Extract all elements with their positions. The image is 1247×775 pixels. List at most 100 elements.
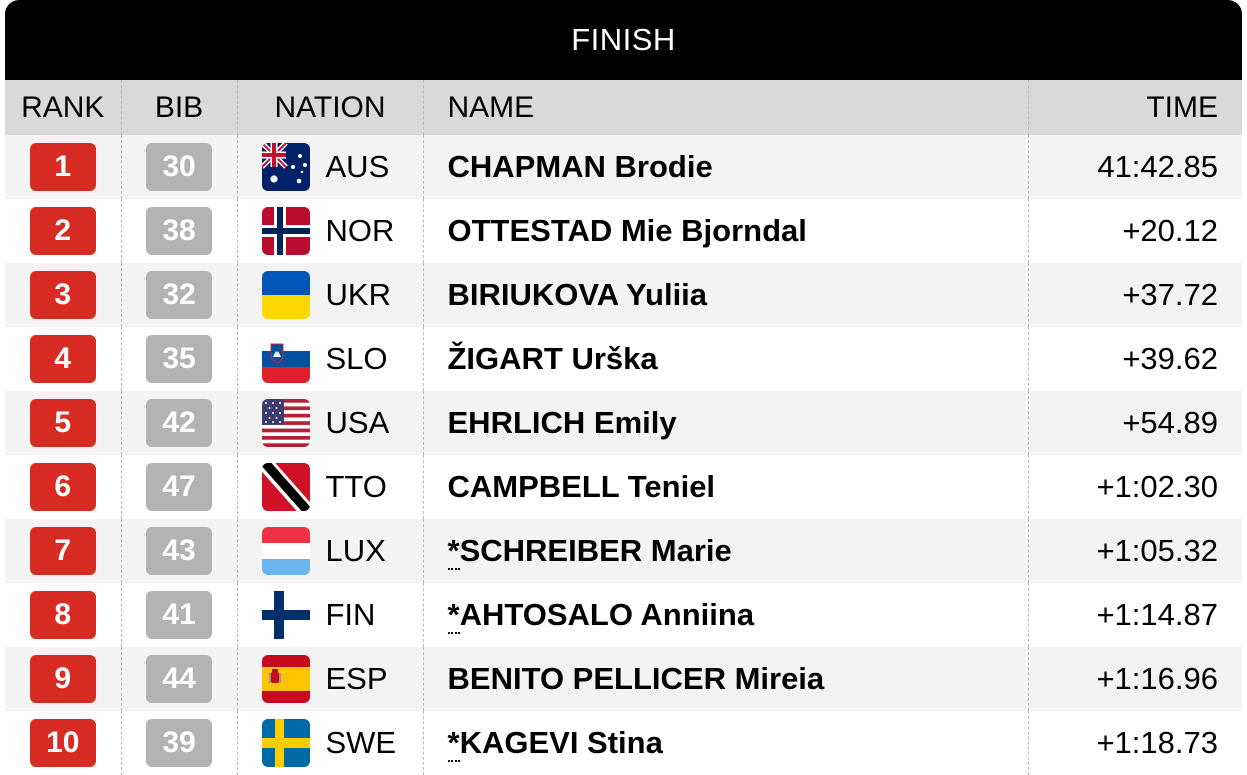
bib-cell: 43 — [121, 519, 238, 583]
bib-badge: 47 — [146, 463, 212, 511]
bib-cell: 32 — [121, 263, 238, 327]
bib-cell: 35 — [121, 327, 238, 391]
rank-cell: 8 — [5, 583, 122, 647]
star-marker: * — [447, 533, 460, 570]
results-table: RANK BIB NATION NAME TIME 1 30 AUS CHAPM… — [5, 80, 1242, 775]
slovenia-flag-icon — [261, 335, 310, 383]
athlete-name-cell: EHRLICH Emily — [423, 391, 1029, 455]
nation-header: NATION — [237, 80, 424, 135]
nation-wrap: SWE — [238, 719, 423, 767]
nation-cell: UKR — [237, 263, 424, 327]
table-row: 2 38 NOR OTTESTAD Mie Bjorndal +20.12 — [5, 199, 1242, 263]
time-cell: +20.12 — [1122, 213, 1218, 248]
athlete-name-cell: OTTESTAD Mie Bjorndal — [423, 199, 1029, 263]
athlete-name-cell: BIRIUKOVA Yuliia — [423, 263, 1029, 327]
time-cell: +1:05.32 — [1096, 533, 1218, 568]
nation-cell: SLO — [237, 327, 424, 391]
bib-badge: 44 — [146, 655, 212, 703]
athlete-name-cell: CAMPBELL Teniel — [423, 455, 1029, 519]
table-row: 6 47 TTO CAMPBELL Teniel +1:02.30 — [5, 455, 1242, 519]
rank-badge: 9 — [29, 655, 96, 703]
nation-code: SWE — [325, 725, 397, 760]
name-header: NAME — [423, 80, 1029, 135]
rank-badge: 2 — [29, 207, 96, 255]
athlete-name: AHTOSALO Anniina — [459, 597, 755, 632]
table-row: 3 32 UKR BIRIUKOVA Yuliia +37.72 — [5, 263, 1242, 327]
rank-cell: 7 — [5, 519, 122, 583]
nation-code: NOR — [325, 213, 395, 248]
nation-wrap: UKR — [238, 271, 423, 319]
rank-cell: 6 — [5, 455, 122, 519]
athlete-name-cell: ŽIGART Urška — [423, 327, 1029, 391]
nation-wrap: TTO — [238, 463, 423, 511]
nation-cell: ESP — [237, 647, 424, 711]
athlete-name: KAGEVI Stina — [459, 725, 663, 760]
bib-cell: 44 — [121, 647, 238, 711]
rank-cell: 3 — [5, 263, 122, 327]
rank-badge: 3 — [29, 271, 96, 319]
header-row: RANK BIB NATION NAME TIME — [5, 80, 1242, 135]
rank-cell: 4 — [5, 327, 122, 391]
table-row: 7 43 LUX *SCHREIBER Marie +1:05.32 — [5, 519, 1242, 583]
nation-code: USA — [325, 405, 390, 440]
athlete-name-cell: *AHTOSALO Anniina — [423, 583, 1029, 647]
nation-cell: USA — [237, 391, 424, 455]
nation-code: FIN — [325, 597, 376, 632]
rank-cell: 10 — [5, 711, 122, 775]
table-row: 5 42 USA EHRLICH Emily +54.89 — [5, 391, 1242, 455]
bib-cell: 41 — [121, 583, 238, 647]
nation-wrap: USA — [238, 399, 423, 447]
nation-code: SLO — [325, 341, 388, 376]
rank-cell: 2 — [5, 199, 122, 263]
nation-cell: FIN — [237, 583, 424, 647]
nation-cell: TTO — [237, 455, 424, 519]
rank-badge: 6 — [29, 463, 96, 511]
nation-cell: NOR — [237, 199, 424, 263]
nation-wrap: FIN — [238, 591, 423, 639]
time-cell: 41:42.85 — [1097, 149, 1218, 184]
rank-badge: 1 — [29, 143, 96, 191]
usa-flag-icon — [261, 399, 310, 447]
nation-cell: SWE — [237, 711, 424, 775]
bib-cell: 30 — [121, 135, 238, 199]
bib-cell: 39 — [121, 711, 238, 775]
athlete-name: BIRIUKOVA Yuliia — [447, 277, 708, 312]
athlete-name: ŽIGART Urška — [447, 341, 658, 376]
bib-cell: 42 — [121, 391, 238, 455]
nation-code: AUS — [325, 149, 390, 184]
star-marker: * — [447, 725, 460, 762]
luxembourg-flag-icon — [261, 527, 310, 575]
star-marker: * — [447, 597, 460, 634]
bib-badge: 39 — [146, 719, 212, 767]
time-cell: +1:16.96 — [1096, 661, 1218, 696]
rank-badge: 10 — [29, 719, 96, 767]
nation-wrap: ESP — [238, 655, 423, 703]
athlete-name: EHRLICH Emily — [447, 405, 677, 440]
results-board: FINISH RANK BIB NATION NAME TIME 1 30 AU… — [5, 0, 1242, 775]
bib-badge: 42 — [146, 399, 212, 447]
nation-wrap: NOR — [238, 207, 423, 255]
australia-flag-icon — [261, 143, 310, 191]
bib-badge: 41 — [146, 591, 212, 639]
rank-header: RANK — [5, 80, 122, 135]
athlete-name-cell: *SCHREIBER Marie — [423, 519, 1029, 583]
bib-badge: 35 — [146, 335, 212, 383]
rank-cell: 1 — [5, 135, 122, 199]
athlete-name: SCHREIBER Marie — [459, 533, 732, 568]
bib-cell: 47 — [121, 455, 238, 519]
time-cell: +54.89 — [1122, 405, 1218, 440]
rank-cell: 9 — [5, 647, 122, 711]
athlete-name: BENITO PELLICER Mireia — [447, 661, 825, 696]
time-cell: +1:02.30 — [1096, 469, 1218, 504]
rank-badge: 4 — [29, 335, 96, 383]
rank-badge: 8 — [29, 591, 96, 639]
spain-flag-icon — [261, 655, 310, 703]
nation-cell: AUS — [237, 135, 424, 199]
athlete-name: OTTESTAD Mie Bjorndal — [447, 213, 807, 248]
bib-cell: 38 — [121, 199, 238, 263]
table-row: 9 44 ESP BENITO PELLICER Mireia +1:16.96 — [5, 647, 1242, 711]
nation-code: LUX — [325, 533, 386, 568]
norway-flag-icon — [261, 207, 310, 255]
rank-badge: 5 — [29, 399, 96, 447]
results-title: FINISH — [5, 0, 1242, 80]
